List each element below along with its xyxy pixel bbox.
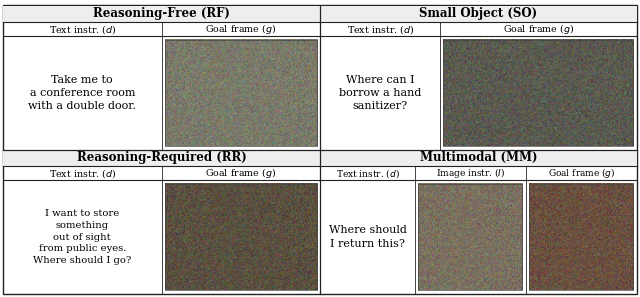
Bar bbox=[320, 6, 637, 22]
Bar bbox=[3, 6, 320, 22]
Bar bbox=[529, 184, 633, 290]
Bar bbox=[418, 184, 522, 290]
Text: Text instr. ($d$): Text instr. ($d$) bbox=[49, 167, 116, 180]
Bar bbox=[320, 150, 637, 166]
Text: Text instr. ($d$): Text instr. ($d$) bbox=[335, 167, 399, 180]
Bar bbox=[444, 40, 634, 146]
Text: I want to store
something
out of sight
from public eyes.
Where should I go?: I want to store something out of sight f… bbox=[33, 209, 131, 265]
Text: Multimodal (MM): Multimodal (MM) bbox=[420, 151, 537, 164]
Bar bbox=[3, 150, 320, 166]
Text: Goal frame ($g$): Goal frame ($g$) bbox=[548, 166, 615, 180]
Text: Goal frame ($g$): Goal frame ($g$) bbox=[503, 22, 574, 36]
Bar bbox=[164, 40, 317, 146]
Text: Where can I
borrow a hand
sanitizer?: Where can I borrow a hand sanitizer? bbox=[339, 75, 421, 111]
Text: Small Object (SO): Small Object (SO) bbox=[419, 7, 538, 20]
Text: Goal frame ($g$): Goal frame ($g$) bbox=[205, 22, 276, 36]
Text: Reasoning-Required (RR): Reasoning-Required (RR) bbox=[77, 151, 246, 164]
Text: Image instr. ($I$): Image instr. ($I$) bbox=[436, 166, 505, 180]
Text: Where should
I return this?: Where should I return this? bbox=[328, 225, 406, 249]
Text: Text instr. ($d$): Text instr. ($d$) bbox=[49, 23, 116, 36]
Bar bbox=[164, 184, 317, 290]
Text: Text instr. ($d$): Text instr. ($d$) bbox=[347, 23, 414, 36]
Text: Goal frame ($g$): Goal frame ($g$) bbox=[205, 166, 276, 180]
Text: Reasoning-Free (RF): Reasoning-Free (RF) bbox=[93, 7, 230, 20]
Text: Take me to
a conference room
with a double door.: Take me to a conference room with a doub… bbox=[28, 75, 136, 111]
